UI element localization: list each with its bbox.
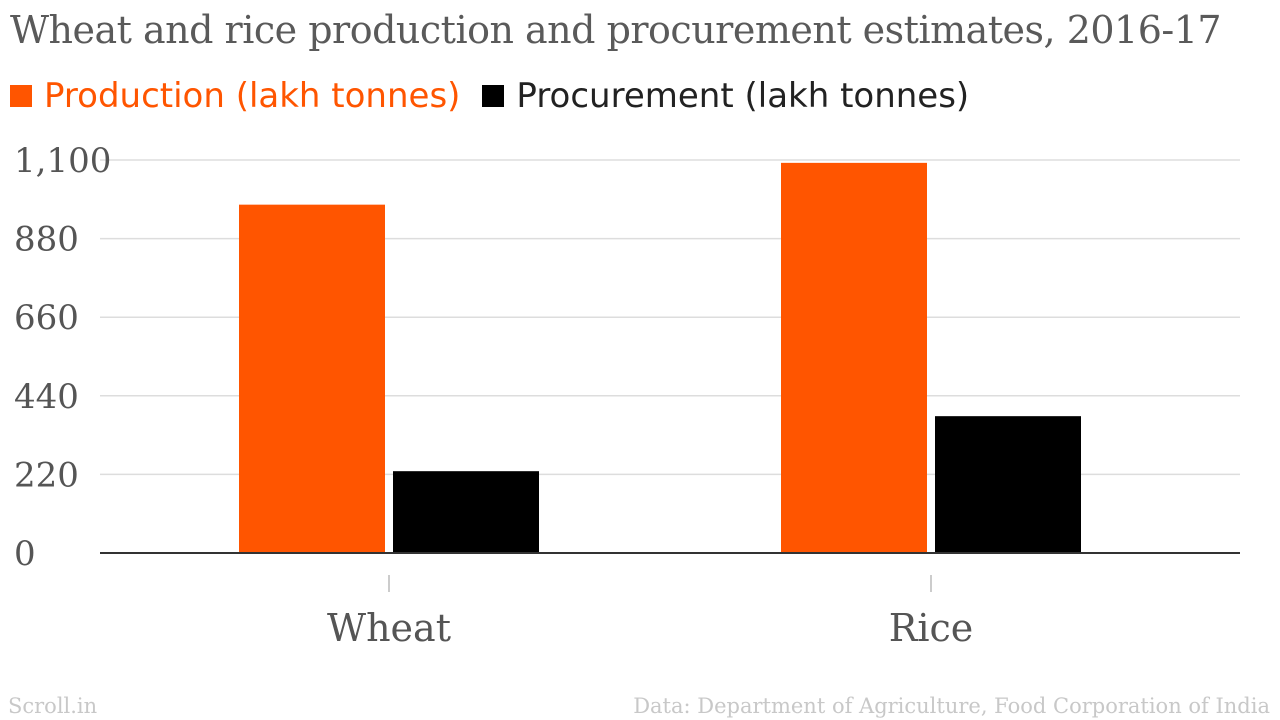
y-tick-label: 220 [14, 455, 79, 495]
legend-item-production: Production (lakh tonnes) [10, 76, 460, 116]
legend: Production (lakh tonnes) Procurement (la… [10, 74, 991, 118]
x-tick-label: Rice [889, 606, 974, 650]
legend-swatch-procurement [482, 85, 505, 107]
bar-procurement [393, 471, 539, 553]
legend-label-production: Production (lakh tonnes) [44, 76, 461, 116]
bar-chart: 0 220 440 660 880 1,100 Wheat Rice [14, 141, 1240, 650]
footer-source: Data: Department of Agriculture, Food Co… [633, 694, 1270, 718]
y-tick-label: 880 [14, 220, 79, 260]
legend-swatch-production [10, 85, 32, 107]
legend-label-procurement: Procurement (lakh tonnes) [516, 76, 970, 116]
y-tick-label: 660 [14, 298, 79, 338]
x-tick-label: Wheat [327, 606, 451, 650]
bar-production [781, 162, 927, 553]
y-tick-label: 0 [14, 534, 36, 574]
footer-brand: Scroll.in [8, 694, 98, 718]
legend-item-procurement: Procurement (lakh tonnes) [482, 76, 969, 116]
chart-title: Wheat and rice production and procuremen… [10, 8, 1222, 52]
bar-procurement [935, 416, 1081, 553]
y-tick-label: 1,100 [14, 141, 111, 181]
y-tick-label: 440 [14, 377, 79, 417]
bar-production [239, 204, 385, 553]
